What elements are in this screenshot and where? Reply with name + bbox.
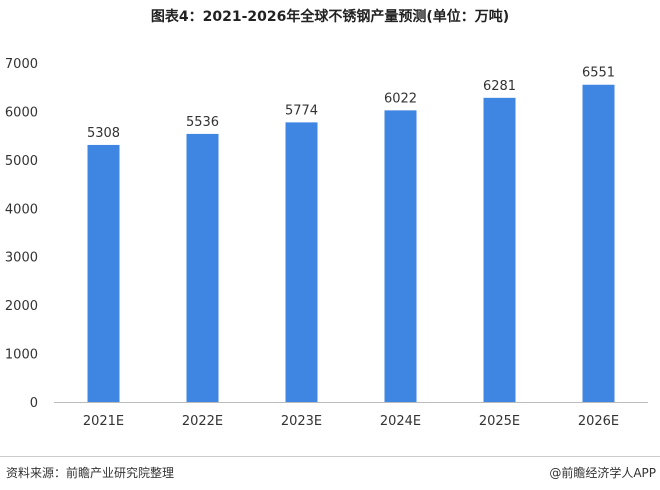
x-tick-label: 2025E [479, 414, 520, 429]
bar [582, 84, 615, 402]
y-tick-label: 2000 [5, 299, 38, 314]
y-tick-label: 4000 [5, 202, 38, 217]
x-tick-label: 2022E [182, 414, 223, 429]
data-label: 5536 [186, 115, 219, 130]
bar [186, 133, 219, 403]
data-label: 6551 [582, 66, 615, 81]
bar [87, 144, 120, 402]
source-note: 资料来源：前瞻产业研究院整理 [6, 466, 175, 480]
bar-chart: 0 1000 2000 3000 4000 5000 6000 7000 5308 2021E 55… [5, 57, 648, 429]
y-tick-label: 6000 [5, 105, 38, 120]
data-label: 5308 [87, 126, 120, 141]
credit-note: @前瞻经济学人APP [549, 466, 656, 480]
x-tick-label: 2021E [83, 414, 124, 429]
y-tick-label: 7000 [5, 57, 38, 72]
y-tick-label: 0 [30, 396, 38, 411]
chart-title: 图表4：2021-2026年全球不锈钢产量预测(单位：万吨) [150, 9, 510, 25]
bar [384, 110, 417, 402]
x-tick-label: 2026E [578, 414, 619, 429]
data-label: 5774 [285, 103, 318, 118]
y-tick-label: 3000 [5, 251, 38, 266]
bar [483, 97, 516, 403]
x-tick-label: 2023E [281, 414, 322, 429]
data-label: 6022 [384, 91, 417, 106]
data-label: 6281 [483, 79, 516, 94]
x-tick-label: 2024E [380, 414, 421, 429]
footer-divider [0, 456, 660, 457]
y-tick-label: 1000 [5, 348, 38, 363]
bar [285, 122, 318, 403]
y-tick-label: 5000 [5, 154, 38, 169]
